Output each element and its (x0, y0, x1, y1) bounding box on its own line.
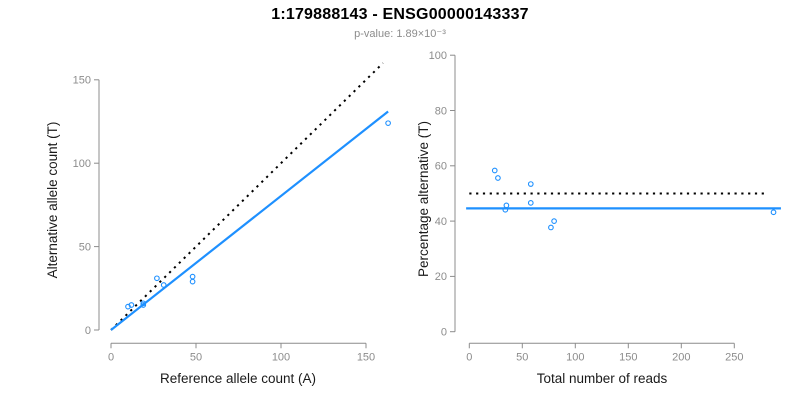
percentage-plot: 0 50 100 150 200 250 0 20 40 60 80 100 Total number … (416, 50, 781, 386)
plot-subtitle: p-value: 1.89×10⁻³ (354, 28, 446, 40)
allele-count-plot: 0 50 100 150 0 50 100 150 Reference allele count… (45, 62, 391, 386)
allele-count-plot-x-axis-title: Reference allele count (A) (160, 371, 316, 386)
percentage-plot-y-tick-label: 80 (435, 105, 447, 117)
percentage-plot-data-point (491, 167, 498, 174)
allele-count-plot-data-point (128, 302, 135, 308)
fitted-ratio-line (110, 110, 389, 331)
allele-count-plot-y-tick-label: 150 (73, 75, 91, 87)
allele-count-plot-y-tick-label: 100 (73, 158, 91, 170)
allele-count-plot-y-tick-label: 0 (85, 325, 91, 337)
percentage-plot-y-tick-label: 100 (429, 50, 447, 62)
percentage-plot-y-tick-label: 40 (435, 216, 447, 228)
allele-count-plot-data-point (189, 273, 196, 280)
identity-line (110, 62, 384, 331)
plot-header: 1:179888143 - ENSG00000143337 p-value: 1… (0, 6, 800, 40)
plot-title: 1:179888143 - ENSG00000143337 (271, 6, 529, 23)
allele-count-plot-y-axis-title: Alternative allele count (T) (45, 122, 60, 279)
percentage-plot-y-tick-label: 0 (441, 327, 447, 339)
percentage-plot-x-tick-label: 50 (516, 351, 528, 363)
percentage-plot-x-axis-title: Total number of reads (537, 371, 668, 386)
allele-count-plot-x-tick-label: 0 (108, 351, 114, 363)
percentage-plot-x-tick-label: 100 (566, 351, 584, 363)
percentage-plot-data-point (548, 224, 554, 231)
percentage-plot-x-tick-label: 200 (672, 351, 690, 363)
percentage-plot-data-point (495, 175, 501, 181)
percentage-plot-data-point (527, 200, 534, 206)
percentage-plot-x-tick-label: 150 (619, 351, 637, 363)
allele-count-plot-data-point (189, 278, 196, 285)
percentage-plot-data-point (551, 218, 557, 224)
percentage-plot-x-tick-label: 250 (725, 351, 743, 363)
allele-count-plot-x-tick-label: 100 (272, 351, 290, 363)
allele-count-plot-y-tick-label: 50 (79, 241, 91, 253)
percentage-plot-data-point (527, 181, 534, 187)
allele-count-plot-x-tick-label: 150 (357, 351, 375, 363)
allele-count-plot-data-point (140, 300, 147, 307)
allele-count-plot-data-point (160, 282, 167, 288)
allele-count-plot-data-point (154, 275, 160, 282)
percentage-plot-x-tick-label: 0 (466, 351, 472, 363)
percentage-plot-data-point (770, 209, 777, 216)
percentage-plot-data-point (503, 202, 510, 209)
percentage-plot-y-tick-label: 20 (435, 271, 447, 283)
percentage-plot-y-axis-title: Percentage alternative (T) (416, 121, 431, 277)
percentage-plot-y-tick-label: 60 (435, 161, 447, 173)
allele-count-plot-x-tick-label: 50 (190, 351, 202, 363)
allele-count-plot-data-point (385, 120, 391, 127)
